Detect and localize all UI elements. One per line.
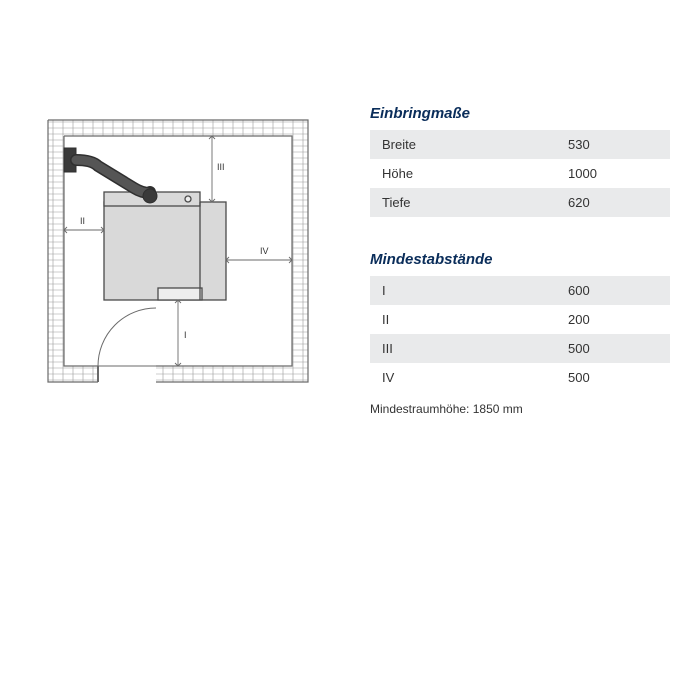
row-label: Tiefe <box>370 188 556 217</box>
dimensions-table: Breite530Höhe1000Tiefe620 <box>370 130 670 217</box>
dim-label-ii: II <box>80 216 85 226</box>
table-row: II200 <box>370 305 670 334</box>
table-row: Breite530 <box>370 130 670 159</box>
dim-label-iv: IV <box>260 246 269 256</box>
row-label: Breite <box>370 130 556 159</box>
clearances-title: Mindestabstände <box>370 251 670 268</box>
row-value: 500 <box>556 363 670 392</box>
row-label: III <box>370 334 556 363</box>
row-value: 200 <box>556 305 670 334</box>
table-row: IV500 <box>370 363 670 392</box>
row-value: 620 <box>556 188 670 217</box>
row-value: 530 <box>556 130 670 159</box>
row-label: IV <box>370 363 556 392</box>
table-row: I600 <box>370 276 670 305</box>
row-label: I <box>370 276 556 305</box>
row-value: 500 <box>556 334 670 363</box>
row-label: II <box>370 305 556 334</box>
clearances-table: I600II200III500IV500 <box>370 276 670 392</box>
min-room-height-note: Mindestraumhöhe: 1850 mm <box>370 402 670 416</box>
appliance <box>104 192 226 300</box>
dim-label-iii: III <box>217 162 225 172</box>
table-row: Tiefe620 <box>370 188 670 217</box>
row-value: 1000 <box>556 159 670 188</box>
dim-label-i: I <box>184 330 187 340</box>
dimensions-title: Einbringmaße <box>370 105 670 122</box>
table-row: III500 <box>370 334 670 363</box>
table-row: Höhe1000 <box>370 159 670 188</box>
row-value: 600 <box>556 276 670 305</box>
spec-tables: Einbringmaße Breite530Höhe1000Tiefe620 M… <box>370 105 670 416</box>
installation-diagram: I II III IV <box>38 110 318 410</box>
row-label: Höhe <box>370 159 556 188</box>
